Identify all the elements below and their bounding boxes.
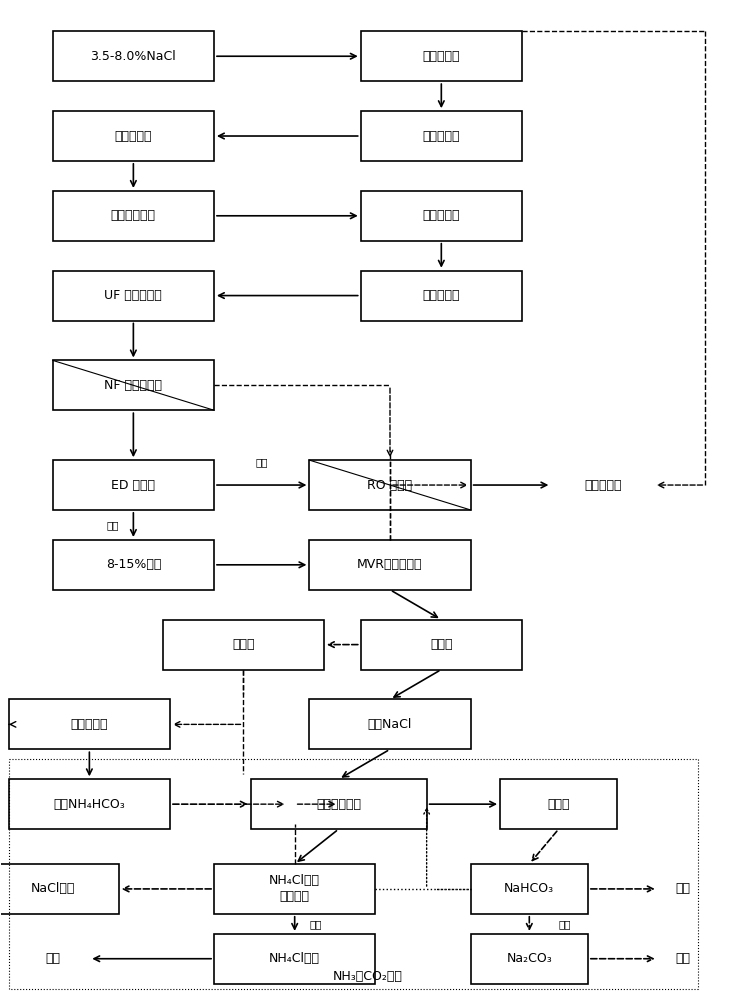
FancyBboxPatch shape: [361, 111, 522, 161]
FancyBboxPatch shape: [309, 699, 470, 749]
Text: NF 纳滤膜装置: NF 纳滤膜装置: [105, 379, 163, 392]
FancyBboxPatch shape: [53, 540, 214, 590]
Text: Na₂CO₃: Na₂CO₃: [506, 952, 552, 965]
Text: 吸油纤维过滤: 吸油纤维过滤: [111, 209, 156, 222]
Text: NH₃、CO₂废气: NH₃、CO₂废气: [333, 970, 403, 983]
Text: 煅烧: 煅烧: [559, 919, 571, 929]
Text: ED 电滲析: ED 电滲析: [111, 479, 155, 492]
Text: 母液罐: 母液罐: [232, 638, 255, 651]
FancyBboxPatch shape: [0, 864, 118, 914]
Text: 浓液: 浓液: [106, 520, 118, 530]
Text: RO 反滲透: RO 反滲透: [367, 479, 413, 492]
FancyBboxPatch shape: [361, 31, 522, 81]
FancyBboxPatch shape: [9, 779, 170, 829]
FancyBboxPatch shape: [470, 934, 588, 984]
FancyBboxPatch shape: [309, 460, 470, 510]
Text: 钒钓盐转化釜: 钒钓盐转化釜: [316, 798, 361, 811]
Text: 固体NH₄HCO₃: 固体NH₄HCO₃: [54, 798, 125, 811]
Text: 淡液: 淡液: [255, 457, 268, 467]
Text: 混凝沉淠器: 混凝沉淠器: [115, 130, 152, 143]
Text: 中和调节池: 中和调节池: [422, 50, 460, 63]
Text: 净化水回用: 净化水回用: [584, 479, 621, 492]
Text: NH₄Cl结晶: NH₄Cl结晶: [269, 952, 320, 965]
FancyBboxPatch shape: [53, 111, 214, 161]
Text: 电絮凝除油: 电絮凝除油: [422, 130, 460, 143]
Text: 过滤机: 过滤机: [548, 798, 570, 811]
FancyBboxPatch shape: [309, 540, 470, 590]
FancyBboxPatch shape: [214, 864, 375, 914]
Text: 粉状NaCl: 粉状NaCl: [368, 718, 412, 731]
Text: 回用: 回用: [676, 882, 691, 895]
FancyBboxPatch shape: [53, 31, 214, 81]
FancyBboxPatch shape: [214, 934, 375, 984]
FancyBboxPatch shape: [163, 620, 324, 670]
FancyBboxPatch shape: [53, 460, 214, 510]
Text: 结晶器: 结晶器: [430, 638, 453, 651]
FancyBboxPatch shape: [53, 271, 214, 321]
FancyBboxPatch shape: [361, 271, 522, 321]
FancyBboxPatch shape: [361, 191, 522, 241]
Text: NaCl结晶: NaCl结晶: [30, 882, 75, 895]
Text: 多介质过滤: 多介质过滤: [422, 209, 460, 222]
Text: 活性炭过滤: 活性炭过滤: [422, 289, 460, 302]
FancyBboxPatch shape: [53, 360, 214, 410]
Text: 废气吸收塔: 废气吸收塔: [71, 718, 108, 731]
Text: NaHCO₃: NaHCO₃: [504, 882, 554, 895]
Text: NH₄Cl母液
蕴发浓缩: NH₄Cl母液 蕴发浓缩: [269, 874, 320, 903]
FancyBboxPatch shape: [500, 779, 618, 829]
FancyBboxPatch shape: [361, 620, 522, 670]
FancyBboxPatch shape: [53, 191, 214, 241]
Text: 成品: 成品: [45, 952, 60, 965]
Text: 3.5-8.0%NaCl: 3.5-8.0%NaCl: [91, 50, 176, 63]
Text: 冷析: 冷析: [309, 919, 322, 929]
Text: UF 超滤膜装置: UF 超滤膜装置: [105, 289, 162, 302]
FancyBboxPatch shape: [9, 699, 170, 749]
FancyBboxPatch shape: [470, 864, 588, 914]
FancyBboxPatch shape: [251, 779, 427, 829]
Text: 回用: 回用: [676, 952, 691, 965]
Text: 8-15%浓液: 8-15%浓液: [106, 558, 161, 571]
Text: MVR或多效蕴发: MVR或多效蕴发: [357, 558, 422, 571]
